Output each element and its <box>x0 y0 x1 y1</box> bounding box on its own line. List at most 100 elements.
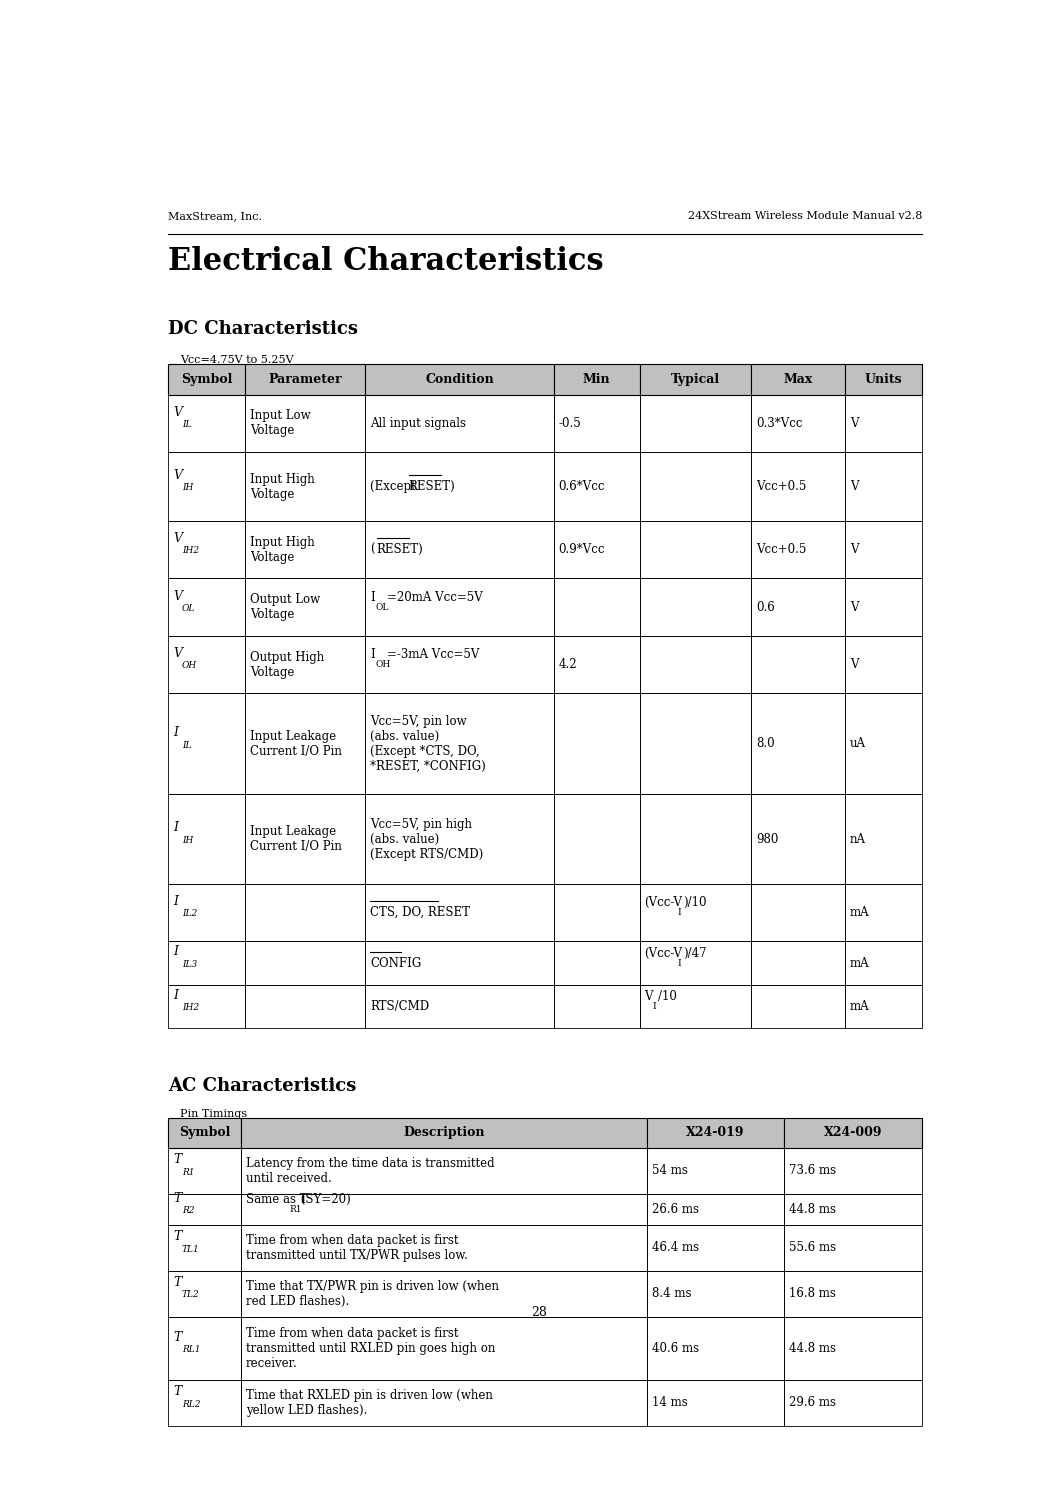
Bar <box>647 1194 785 1224</box>
Text: Max: Max <box>784 373 813 386</box>
Bar <box>785 1317 923 1379</box>
Bar <box>553 395 640 452</box>
Bar <box>168 1118 241 1148</box>
Bar <box>553 635 640 693</box>
Text: mA: mA <box>850 907 870 918</box>
Bar <box>640 693 751 795</box>
Text: OL: OL <box>376 602 389 611</box>
Text: 0.6: 0.6 <box>755 601 774 614</box>
Text: 28: 28 <box>531 1306 547 1318</box>
Bar <box>845 693 923 795</box>
Text: R1: R1 <box>182 1167 195 1176</box>
Text: AC Characteristics: AC Characteristics <box>168 1077 357 1094</box>
Text: IH2: IH2 <box>182 1003 199 1012</box>
Bar <box>365 795 553 884</box>
Text: RTS/CMD: RTS/CMD <box>370 1000 429 1014</box>
Text: Vcc+0.5: Vcc+0.5 <box>755 480 806 494</box>
Bar <box>640 884 751 941</box>
Bar <box>845 941 923 986</box>
Bar <box>553 520 640 579</box>
Text: Output Low
Voltage: Output Low Voltage <box>250 593 321 622</box>
Bar <box>751 395 845 452</box>
Text: 14 ms: 14 ms <box>651 1396 687 1409</box>
Bar <box>845 635 923 693</box>
Text: Time from when data packet is first
transmitted until RXLED pin goes high on
rec: Time from when data packet is first tran… <box>246 1327 495 1370</box>
Bar <box>640 986 751 1029</box>
Text: DC Characteristics: DC Characteristics <box>168 321 358 338</box>
Text: 980: 980 <box>755 832 778 845</box>
Bar <box>751 941 845 986</box>
Bar <box>785 1270 923 1317</box>
Text: R1: R1 <box>289 1205 302 1214</box>
Bar <box>245 986 365 1029</box>
Text: X24-019: X24-019 <box>686 1127 745 1139</box>
Bar <box>647 1148 785 1194</box>
Text: 46.4 ms: 46.4 ms <box>651 1242 699 1254</box>
Text: IH: IH <box>182 483 194 492</box>
Bar <box>241 1317 647 1379</box>
Text: V: V <box>850 601 858 614</box>
Text: IL: IL <box>182 741 191 750</box>
Bar <box>845 795 923 884</box>
Bar <box>168 884 245 941</box>
Text: V: V <box>174 532 182 546</box>
Bar <box>365 693 553 795</box>
Text: I: I <box>370 649 375 661</box>
Bar <box>647 1224 785 1270</box>
Text: 55.6 ms: 55.6 ms <box>789 1242 836 1254</box>
Bar <box>168 1270 241 1317</box>
Text: )/10: )/10 <box>683 896 706 910</box>
Text: 40.6 ms: 40.6 ms <box>651 1342 699 1355</box>
Text: T: T <box>174 1385 181 1399</box>
Text: 0.3*Vcc: 0.3*Vcc <box>755 417 803 429</box>
Bar <box>241 1118 647 1148</box>
Bar <box>168 1379 241 1425</box>
Text: CONFIG: CONFIG <box>370 957 422 969</box>
Bar <box>365 520 553 579</box>
Bar <box>553 452 640 520</box>
Text: V: V <box>850 417 858 429</box>
Text: Input High
Voltage: Input High Voltage <box>250 535 315 564</box>
Bar <box>845 884 923 941</box>
Bar <box>245 795 365 884</box>
Text: Time from when data packet is first
transmitted until TX/PWR pulses low.: Time from when data packet is first tran… <box>246 1233 468 1261</box>
Text: 0.6*Vcc: 0.6*Vcc <box>559 480 605 494</box>
Text: OL: OL <box>182 604 196 613</box>
Text: Time that RXLED pin is driven low (when
yellow LED flashes).: Time that RXLED pin is driven low (when … <box>246 1388 493 1416</box>
Text: TL2: TL2 <box>182 1290 200 1300</box>
Bar <box>168 1224 241 1270</box>
Bar <box>640 941 751 986</box>
Bar <box>785 1148 923 1194</box>
Text: 4.2: 4.2 <box>559 658 578 671</box>
Bar <box>785 1194 923 1224</box>
Bar <box>365 452 553 520</box>
Text: V: V <box>174 647 182 661</box>
Bar <box>647 1270 785 1317</box>
Text: Input Leakage
Current I/O Pin: Input Leakage Current I/O Pin <box>250 825 342 853</box>
Text: 0.9*Vcc: 0.9*Vcc <box>559 543 605 556</box>
Text: V: V <box>174 470 182 482</box>
Bar <box>245 635 365 693</box>
Bar <box>168 941 245 986</box>
Text: Units: Units <box>865 373 903 386</box>
Bar <box>640 520 751 579</box>
Text: IL2: IL2 <box>182 910 198 918</box>
Bar <box>241 1379 647 1425</box>
Text: I: I <box>174 895 178 908</box>
Text: =-3mA Vcc=5V: =-3mA Vcc=5V <box>387 649 480 661</box>
Text: 16.8 ms: 16.8 ms <box>789 1287 836 1300</box>
Bar <box>168 986 245 1029</box>
Text: Symbol: Symbol <box>179 1127 230 1139</box>
Bar <box>553 693 640 795</box>
Text: /10: /10 <box>659 990 677 1003</box>
Text: Description: Description <box>403 1127 485 1139</box>
Text: V: V <box>645 990 653 1003</box>
Bar <box>785 1118 923 1148</box>
Bar <box>785 1224 923 1270</box>
Text: RESET): RESET) <box>408 480 456 494</box>
Bar <box>365 364 553 395</box>
Bar <box>241 1148 647 1194</box>
Text: T: T <box>174 1153 181 1166</box>
Text: Vcc=4.75V to 5.25V: Vcc=4.75V to 5.25V <box>181 355 295 365</box>
Bar <box>751 884 845 941</box>
